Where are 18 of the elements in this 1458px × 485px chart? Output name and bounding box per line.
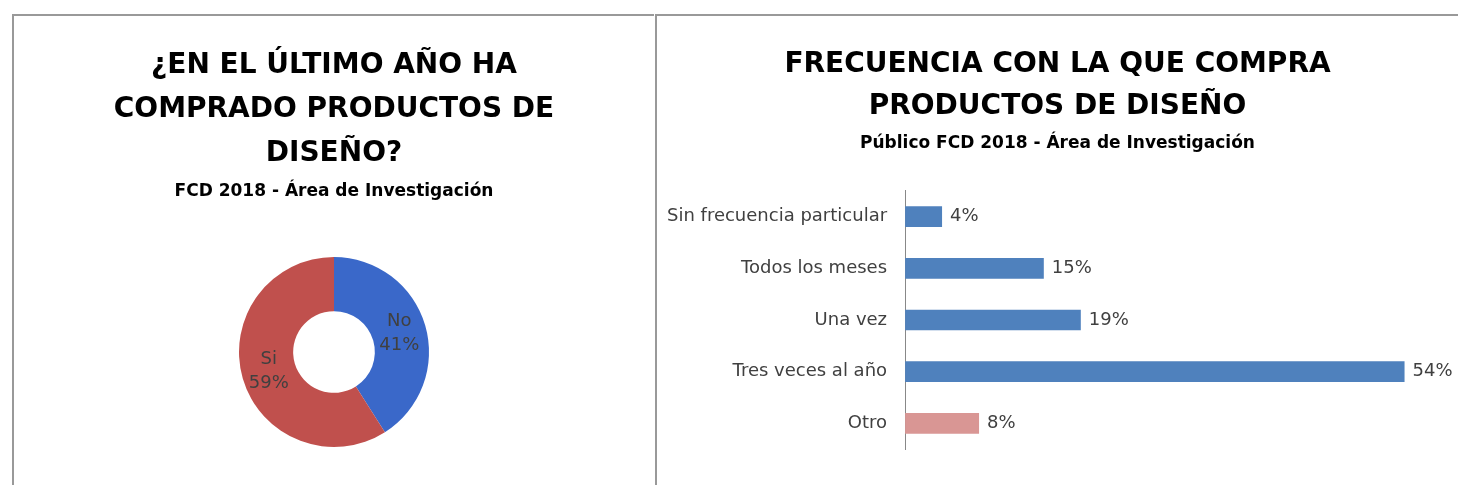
- chart-subtitle: FCD 2018 - Área de Investigación: [173, 180, 495, 200]
- chart-title: FRECUENCIA CON LA QUE COMPRA PRODUCTOS DE DISEÑO: [783, 45, 1332, 123]
- chart-title: ¿EN EL ÚLTIMO AÑO HA COMPRADO PRODUCTOS DE DISEÑO?: [112, 45, 556, 170]
- data-label: 8%: [987, 411, 1016, 433]
- y-tick-label: Otro: [847, 411, 888, 433]
- y-tick-label: Una vez: [814, 307, 888, 329]
- slice-label: Si: [260, 346, 277, 368]
- slice-label: No: [386, 308, 412, 330]
- data-label: 59%: [248, 370, 289, 392]
- y-tick-label: Sin frecuencia particular: [667, 204, 888, 226]
- y-tick-label: Todos los meses: [740, 255, 888, 277]
- data-label: 19%: [1088, 307, 1129, 329]
- y-tick-label: Tres veces al año: [731, 359, 888, 381]
- data-label: 54%: [1412, 359, 1453, 381]
- data-label: 15%: [1051, 255, 1092, 277]
- data-label: 41%: [379, 332, 420, 354]
- data-label: 4%: [950, 204, 979, 226]
- chart-subtitle: Público FCD 2018 - Área de Investigación: [859, 132, 1256, 152]
